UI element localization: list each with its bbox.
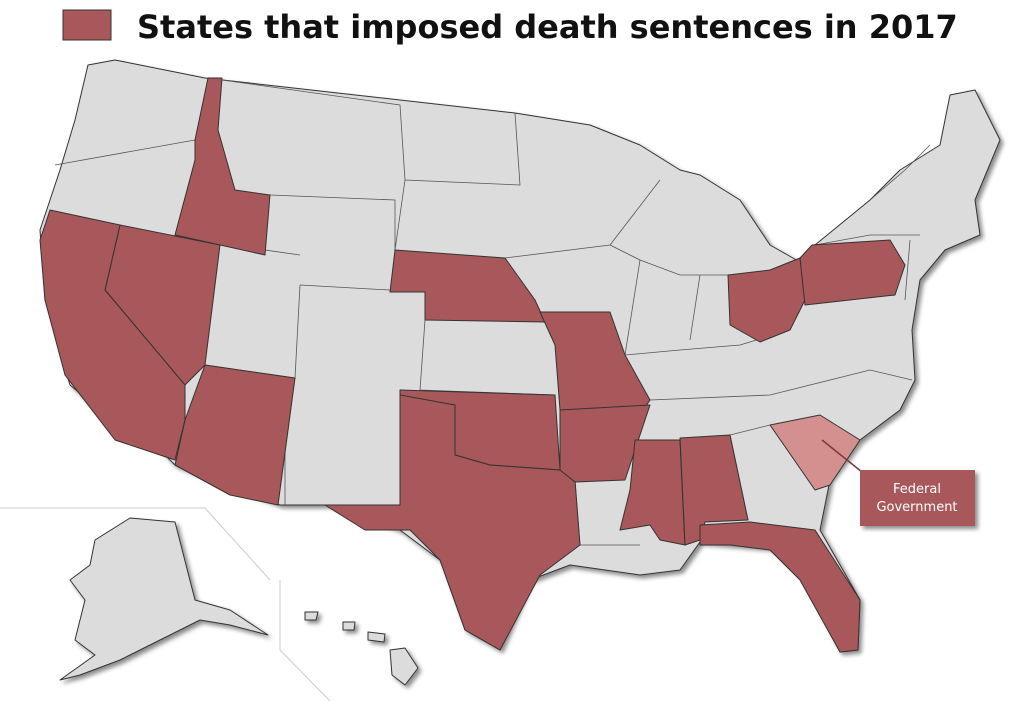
hawaii-1 [389, 647, 419, 686]
state [727, 257, 806, 343]
annotation-text: Government [876, 500, 957, 515]
legend-swatch [62, 9, 112, 41]
state [769, 414, 861, 491]
state [389, 249, 546, 323]
annotation-text: Federal [893, 482, 941, 497]
state [174, 364, 296, 506]
state [679, 434, 749, 546]
state [799, 239, 906, 306]
annotation-leader [821, 439, 863, 473]
hawaii-2 [367, 631, 386, 643]
legend-label: States that imposed death sentences in 2… [137, 8, 958, 46]
hawaii-4 [304, 611, 319, 621]
insets [59, 517, 419, 686]
state [174, 77, 271, 256]
alaska [59, 517, 269, 681]
state [559, 404, 651, 483]
hawaii-3 [342, 621, 356, 631]
highlighted-states [39, 77, 906, 653]
state [39, 209, 186, 461]
state [699, 521, 861, 653]
annotation-box [860, 470, 975, 526]
inset-dividers [0, 507, 331, 701]
state [324, 394, 581, 651]
